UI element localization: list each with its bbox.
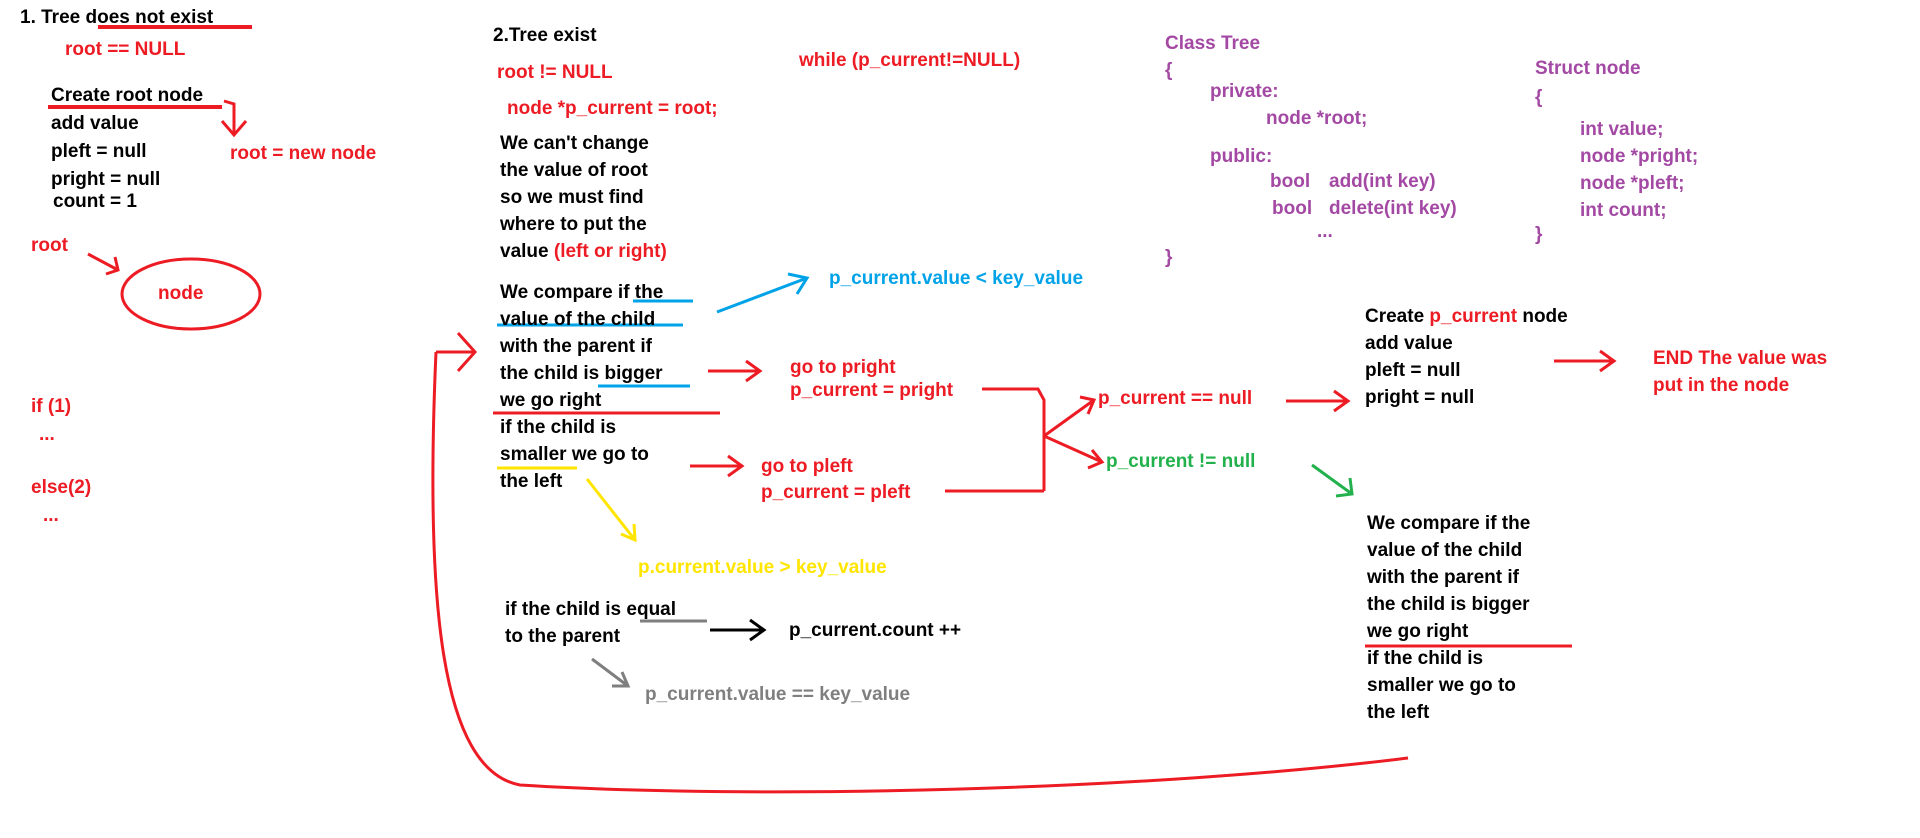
end-line: put in the node: [1653, 375, 1790, 396]
arrow-not-null: [1311, 463, 1354, 498]
go-left-line: p_current = pleft: [761, 482, 911, 503]
section1-heading: 1. Tree does not exist: [20, 4, 213, 31]
equal-line: if the child is equal: [505, 599, 677, 620]
arrow-go-right: [708, 359, 763, 383]
struct-node-line: int count;: [1580, 200, 1667, 221]
null-check: p_current == null: [1098, 388, 1253, 409]
repeat-line: the left: [1367, 702, 1430, 723]
class-tree-line: node *root;: [1266, 108, 1368, 129]
count-increment: p_current.count ++: [789, 620, 962, 641]
create-step: pleft = null: [1365, 360, 1461, 381]
section1-step: pright = null: [51, 169, 161, 190]
while-loop: while (p_current!=NULL): [799, 50, 1021, 71]
repeat-line: we go right: [1367, 621, 1469, 642]
node-label: node: [158, 283, 204, 304]
compare-line: with the parent if: [500, 336, 652, 357]
section2-heading: 2.Tree exist: [493, 25, 597, 46]
explain-last-prefix: value: [500, 241, 554, 262]
section1-heading-prefix: 1. Tree: [20, 7, 86, 28]
compare-line: smaller we go to: [500, 444, 649, 465]
explain-line: so we must find: [500, 187, 644, 208]
section1-step: add value: [51, 113, 139, 134]
create-step: pright = null: [1365, 387, 1475, 408]
class-tree-line: private:: [1210, 81, 1279, 102]
repeat-line: value of the child: [1367, 540, 1523, 561]
end-line: END The value was: [1653, 348, 1828, 369]
loop-back-arrow: [431, 331, 1409, 794]
arrow-to-root-new-node: [220, 99, 248, 138]
explain-last-colored: (left or right): [553, 241, 667, 262]
compare-line: the child is bigger: [500, 363, 663, 384]
if-label: if (1): [31, 396, 72, 417]
go-right-line: go to pright: [790, 357, 896, 378]
compare-line: if the child is: [500, 417, 617, 438]
create-suffix: node: [1517, 306, 1568, 327]
create-node-line: Create p_current node: [1365, 303, 1568, 330]
go-right-line: p_current = pright: [790, 380, 954, 401]
greater-condition: p.current.value > key_value: [638, 557, 887, 578]
compare-line: value of the child: [500, 309, 656, 330]
if-dots: ...: [39, 424, 55, 445]
explain-line: the value of root: [500, 160, 648, 181]
section1-step: pleft = null: [51, 141, 147, 162]
compare-line: we go right: [500, 390, 602, 411]
class-tree-line: ...: [1317, 221, 1333, 242]
section2-condition: root != NULL: [497, 62, 613, 83]
repeat-line: if the child is: [1367, 648, 1484, 669]
create-prefix: Create: [1365, 306, 1430, 327]
struct-node-line: node *pright;: [1580, 146, 1699, 167]
not-null-check: p_current != null: [1106, 451, 1256, 472]
root-assignment: root = new node: [230, 143, 377, 164]
arrow-equal-condition: [591, 657, 631, 688]
explain-line: where to put the: [500, 214, 647, 235]
class-tree-line: add(int key): [1329, 171, 1436, 192]
arrow-go-left: [690, 454, 745, 478]
arrow-create-to-end: [1554, 349, 1617, 373]
repeat-line: smaller we go to: [1367, 675, 1516, 696]
compare-line: We compare if the: [500, 282, 664, 303]
compare-line: the left: [500, 471, 563, 492]
class-tree-line: bool: [1272, 198, 1313, 219]
struct-node-line: {: [1535, 87, 1543, 108]
class-tree-line: bool: [1270, 171, 1311, 192]
arrow-equal: [710, 618, 767, 642]
equal-condition: p_current.value == key_value: [645, 684, 911, 705]
class-tree-line: {: [1165, 60, 1173, 81]
equal-line: to the parent: [505, 626, 621, 647]
class-tree-line: delete(int key): [1329, 198, 1457, 219]
explain-line: We can't change: [500, 133, 649, 154]
arrow-greater-condition: [585, 478, 637, 543]
section1-step: count = 1: [53, 191, 137, 212]
arrow-less-condition: [716, 272, 810, 314]
repeat-line: We compare if the: [1367, 513, 1531, 534]
else-label: else(2): [31, 477, 92, 498]
arrow-root-to-node: [87, 252, 120, 276]
create-root-node-label: Create root node: [51, 85, 204, 106]
repeat-line: the child is bigger: [1367, 594, 1530, 615]
create-colored: p_current: [1429, 306, 1518, 327]
section1-condition: root == NULL: [65, 39, 186, 60]
less-condition: p_current.value < key_value: [829, 268, 1084, 289]
node-circle: [120, 257, 262, 331]
class-tree-line: }: [1165, 247, 1173, 268]
explain-line-last: value (left or right): [500, 238, 667, 265]
class-tree-line: Class Tree: [1165, 33, 1261, 54]
go-left-line: go to pleft: [761, 456, 853, 477]
else-dots: ...: [43, 505, 59, 526]
create-step: add value: [1365, 333, 1453, 354]
arrow-null-to-create: [1286, 389, 1351, 413]
pointer-init: node *p_current = root;: [507, 98, 718, 119]
repeat-line: with the parent if: [1367, 567, 1519, 588]
struct-node-line: Struct node: [1535, 58, 1641, 79]
struct-node-line: int value;: [1580, 119, 1664, 140]
merge-lines: [945, 387, 1105, 493]
root-label: root: [31, 235, 68, 256]
struct-node-line: }: [1535, 224, 1543, 245]
section1-heading-underlined: does not exist: [85, 7, 214, 28]
class-tree-line: public:: [1210, 146, 1273, 167]
struct-node-line: node *pleft;: [1580, 173, 1685, 194]
